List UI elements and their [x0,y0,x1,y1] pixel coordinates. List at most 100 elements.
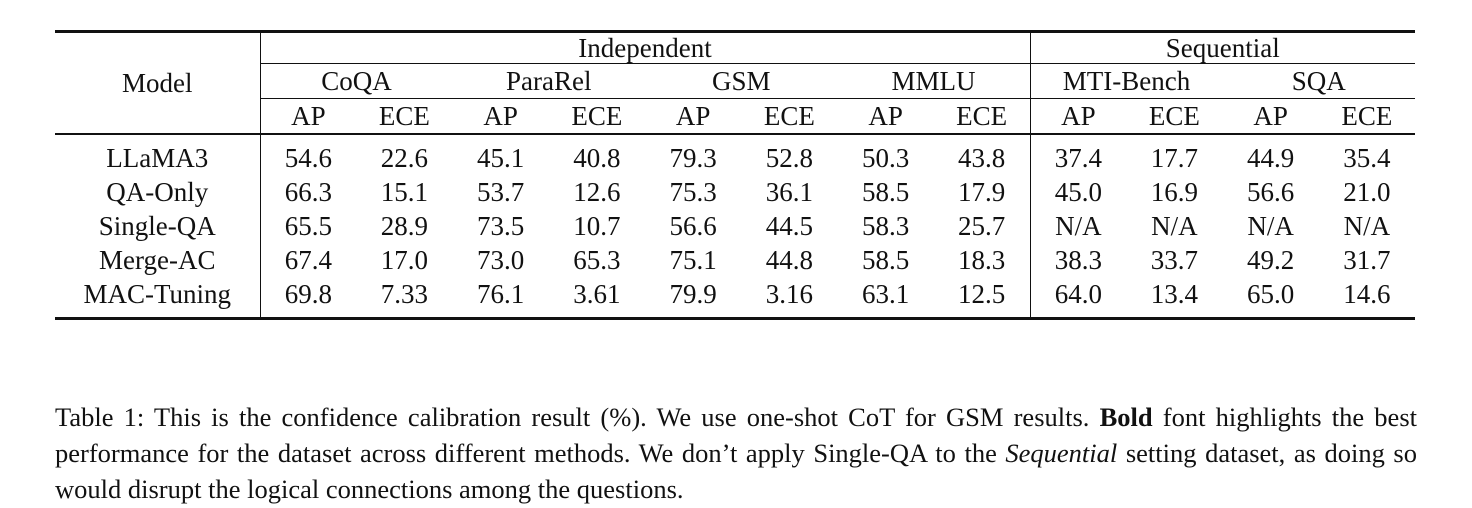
value-cell: 63.1 [837,277,934,320]
value-cell: 79.3 [669,142,717,173]
value-cell: 58.5 [862,176,910,207]
value-cell: 54.6 [259,141,357,175]
dataset-header-sqa: SQA [1222,63,1415,99]
value-cell: 3.16 [741,277,838,320]
header-body-separator [55,133,1415,141]
value-cell: 16.9 [1150,176,1198,207]
metric-header-ece: ECE [956,100,1008,131]
metric-header-ap: AP [675,100,711,131]
model-name-cell: MAC-Tuning [55,277,260,320]
value-cell: 58.5 [862,244,910,275]
value-cell: 13.4 [1126,277,1223,320]
value-cell: 17.9 [958,176,1006,207]
model-name-cell: Single-QA [98,210,216,241]
model-column-header: Model [55,30,260,134]
separator-cell [741,133,838,141]
metric-header-ap: AP [1029,98,1127,134]
value-cell: 75.3 [669,176,717,207]
dataset-header-gsm: GSM [645,63,838,99]
value-cell: 52.8 [765,142,813,173]
value-cell: 69.8 [259,277,357,320]
dataset-header-pararel: ParaRel [452,63,645,99]
caption-italic-word: Sequential [1005,437,1118,468]
value-cell: N/A [1151,210,1198,241]
value-cell: 17.0 [380,244,428,275]
caption-bold-word: Bold [1099,401,1153,432]
value-cell: 64.0 [1029,277,1127,320]
value-cell: 14.6 [1318,277,1415,320]
results-table: Model Independent Sequential CoQA ParaRe… [55,30,1415,320]
table-row: MAC-Tuning 69.8 7.33 76.1 3.61 79.9 3.16 63.1 12… [55,277,1415,320]
value-cell: N/A [1247,210,1294,241]
caption-middle: font highlights the best performance for… [55,401,1417,468]
separator-cell [55,133,260,141]
value-cell: 31.7 [1343,244,1391,275]
table-row: LLaMA3 54.6 22.6 45.1 40.8 79.3 52.8 50.3 43.8 37… [55,141,1415,175]
value-cell: 3.61 [548,277,645,320]
value-cell: 38.3 [1029,243,1127,277]
value-cell: 73.5 [477,210,525,241]
caption-prefix: Table 1: This is the confidence calibrat… [55,401,1100,432]
value-cell: 56.6 [669,210,717,241]
dataset-header-mmlu: MMLU [837,63,1030,99]
group-independent-header: Independent [259,30,1030,64]
value-cell: 10.7 [573,210,621,241]
value-cell: 37.4 [1029,141,1127,175]
value-cell: 53.7 [477,176,525,207]
value-cell: 15.1 [380,176,428,207]
value-cell: 73.0 [477,244,525,275]
value-cell: 17.7 [1150,142,1198,173]
value-cell: 65.0 [1222,277,1319,320]
metric-header-ap: AP [483,100,518,131]
model-name-cell: Merge-AC [99,244,216,275]
metric-header-ece: ECE [763,100,815,131]
value-cell: 40.8 [573,142,621,173]
value-cell: 58.3 [862,210,910,241]
separator-cell [1318,133,1415,141]
value-cell: 12.6 [573,176,621,207]
table-row: Merge-AC 67.4 17.0 73.0 65.3 75.1 44.8 58.5 18.3… [55,243,1415,277]
value-cell: 75.1 [669,244,717,275]
separator-cell [645,133,742,141]
value-cell: 21.0 [1343,176,1391,207]
value-cell: 65.3 [573,244,621,275]
table-row: Single-QA 65.5 28.9 73.5 10.7 56.6 44.5 58.3 25.… [55,209,1415,243]
metric-header-ap: AP [259,98,357,134]
value-cell: 25.7 [958,210,1006,241]
value-cell: 45.0 [1029,175,1127,209]
value-cell: 36.1 [765,176,813,207]
model-name-cell: QA-Only [106,176,209,207]
value-cell: 65.5 [259,209,357,243]
value-cell: 76.1 [452,277,549,320]
value-cell: 12.5 [933,277,1030,320]
value-cell: 49.2 [1247,244,1295,275]
value-cell: 44.5 [765,210,813,241]
value-cell: 7.33 [356,277,453,320]
table-caption: Table 1: This is the confidence calibrat… [55,399,1417,507]
separator-cell [548,133,645,141]
model-name-cell: LLaMA3 [106,142,209,173]
value-cell: 22.6 [380,142,428,173]
separator-cell [1126,133,1223,141]
value-cell: 66.3 [259,175,357,209]
value-cell: 50.3 [862,142,910,173]
metric-header-ap: AP [868,100,903,131]
value-cell: N/A [1343,210,1391,241]
value-cell: 33.7 [1150,244,1198,275]
value-cell: 67.4 [259,243,357,277]
group-header-row: Model Independent Sequential [55,30,1415,134]
dataset-header-mti-bench: MTI-Bench [1029,63,1223,99]
metric-header-ece: ECE [1148,100,1200,131]
separator-cell [1222,133,1319,141]
separator-cell [933,133,1030,141]
metric-header-ap: AP [1253,100,1288,131]
value-cell: 79.9 [645,277,742,320]
separator-cell [837,133,934,141]
value-cell: N/A [1029,209,1127,243]
separator-cell [1029,133,1127,141]
dataset-header-row: CoQA ParaRel GSM MMLU MTI-Bench SQA [55,63,1415,99]
separator-cell [452,133,549,141]
table-row: QA-Only 66.3 15.1 53.7 12.6 75.3 36.1 58.5 17.9 4… [55,175,1415,209]
metric-header-row: AP ECE AP ECE AP ECE AP ECE AP ECE AP ECE [55,98,1415,134]
metric-header-ece: ECE [1341,100,1393,131]
